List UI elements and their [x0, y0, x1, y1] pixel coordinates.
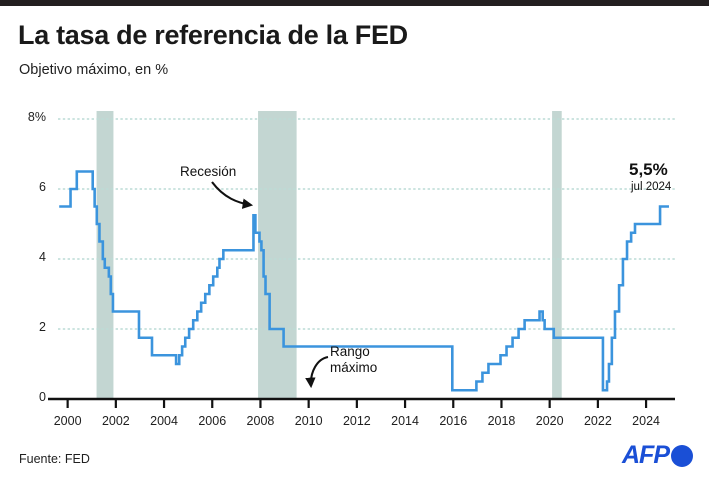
x-axis-tick-label: 2014 — [391, 414, 419, 428]
top-bar — [0, 0, 709, 6]
source-label: Fuente: FED — [19, 452, 90, 466]
afp-dot-icon — [671, 444, 693, 467]
arrow-rango-maximo — [305, 355, 329, 389]
x-axis-tick-label: 2002 — [101, 414, 130, 428]
annotation-rango-maximo: Rango máximo — [330, 344, 377, 375]
afp-logo: AFP — [622, 443, 693, 468]
annotation-recesion: Recesión — [180, 164, 236, 180]
arrow-recesion — [211, 181, 254, 209]
recession-band — [552, 111, 562, 399]
y-axis-tick-label: 2 — [39, 320, 46, 334]
axis — [48, 397, 675, 408]
page-title: La tasa de referencia de la FED — [18, 20, 408, 50]
x-axis-tick-label: 2012 — [342, 414, 371, 428]
x-axis-tick-label: 2024 — [632, 414, 660, 428]
recession-bands — [96, 111, 562, 399]
x-axis-tick-label: 2018 — [487, 414, 516, 428]
x-axis-tick-label: 2008 — [246, 414, 275, 428]
x-axis-tick-label: 2016 — [439, 414, 468, 428]
last-value-label: 5,5% — [629, 160, 668, 179]
x-axis-tick-label: 2020 — [535, 414, 564, 428]
x-axis-tick-label: 2010 — [294, 414, 323, 428]
grid-lines — [58, 118, 675, 330]
x-axis-tick-label: 2022 — [583, 414, 612, 428]
recession-band — [96, 111, 114, 399]
annotation-rango-line2: máximo — [330, 359, 378, 375]
x-axis-tick-label: 2006 — [198, 414, 227, 428]
annotation-rango-line1: Rango — [330, 344, 370, 359]
y-axis-tick-label: 4 — [39, 250, 46, 264]
page-subtitle: Objetivo máximo, en % — [19, 62, 169, 78]
afp-wordmark: AFP — [622, 441, 670, 469]
annotation-recesion-label: Recesión — [180, 164, 237, 179]
y-axis-tick-label: 6 — [39, 180, 46, 194]
annotation-arrows — [211, 181, 329, 389]
y-axis-tick-label: 8% — [27, 110, 46, 124]
x-axis-tick-label: 2004 — [150, 414, 178, 428]
rate-line — [59, 170, 669, 392]
x-axis-tick-label: 2000 — [53, 414, 82, 428]
last-value-date: jul 2024 — [631, 181, 672, 193]
y-axis-tick-label: 0 — [39, 390, 46, 404]
